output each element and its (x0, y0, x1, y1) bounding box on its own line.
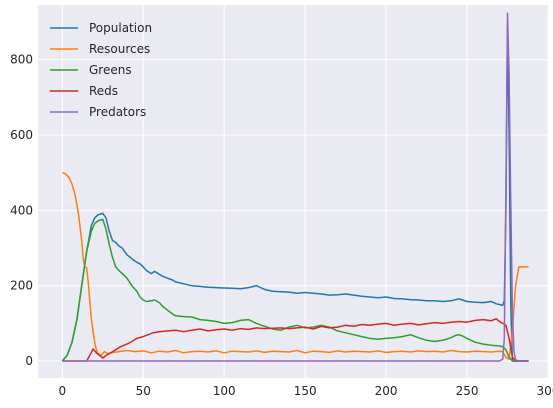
plot-area (38, 5, 548, 378)
x-tick-label: 0 (58, 384, 66, 398)
x-tick-label: 50 (136, 384, 151, 398)
y-tick-label: 800 (10, 53, 33, 67)
series-line-population (61, 28, 529, 362)
y-tick-label: 400 (10, 203, 33, 217)
x-tick-label: 200 (375, 384, 398, 398)
series-line-resources (62, 171, 529, 360)
x-tick-label: 300 (537, 384, 553, 398)
legend-label: Population (89, 21, 152, 35)
series-line-predators (62, 12, 529, 362)
x-tick-label: 100 (213, 384, 236, 398)
x-tick-label: 150 (294, 384, 317, 398)
series-lines (61, 12, 529, 362)
series-line-reds (62, 318, 529, 362)
legend-label: Resources (89, 42, 150, 56)
legend-label: Predators (89, 105, 146, 119)
y-axis-ticks: 0 200 400 600 800 (10, 53, 33, 368)
legend-label: Reds (89, 84, 118, 98)
legend: Population Resources Greens Reds Predators (50, 21, 152, 119)
y-tick-label: 200 (10, 279, 33, 293)
legend-label: Greens (89, 63, 132, 77)
grid (38, 5, 549, 378)
x-tick-label: 250 (456, 384, 479, 398)
y-tick-label: 600 (10, 128, 33, 142)
series-line-greens (61, 218, 529, 362)
x-axis-ticks: 0 50 100 150 200 250 300 (58, 384, 553, 398)
y-tick-label: 0 (25, 354, 33, 368)
